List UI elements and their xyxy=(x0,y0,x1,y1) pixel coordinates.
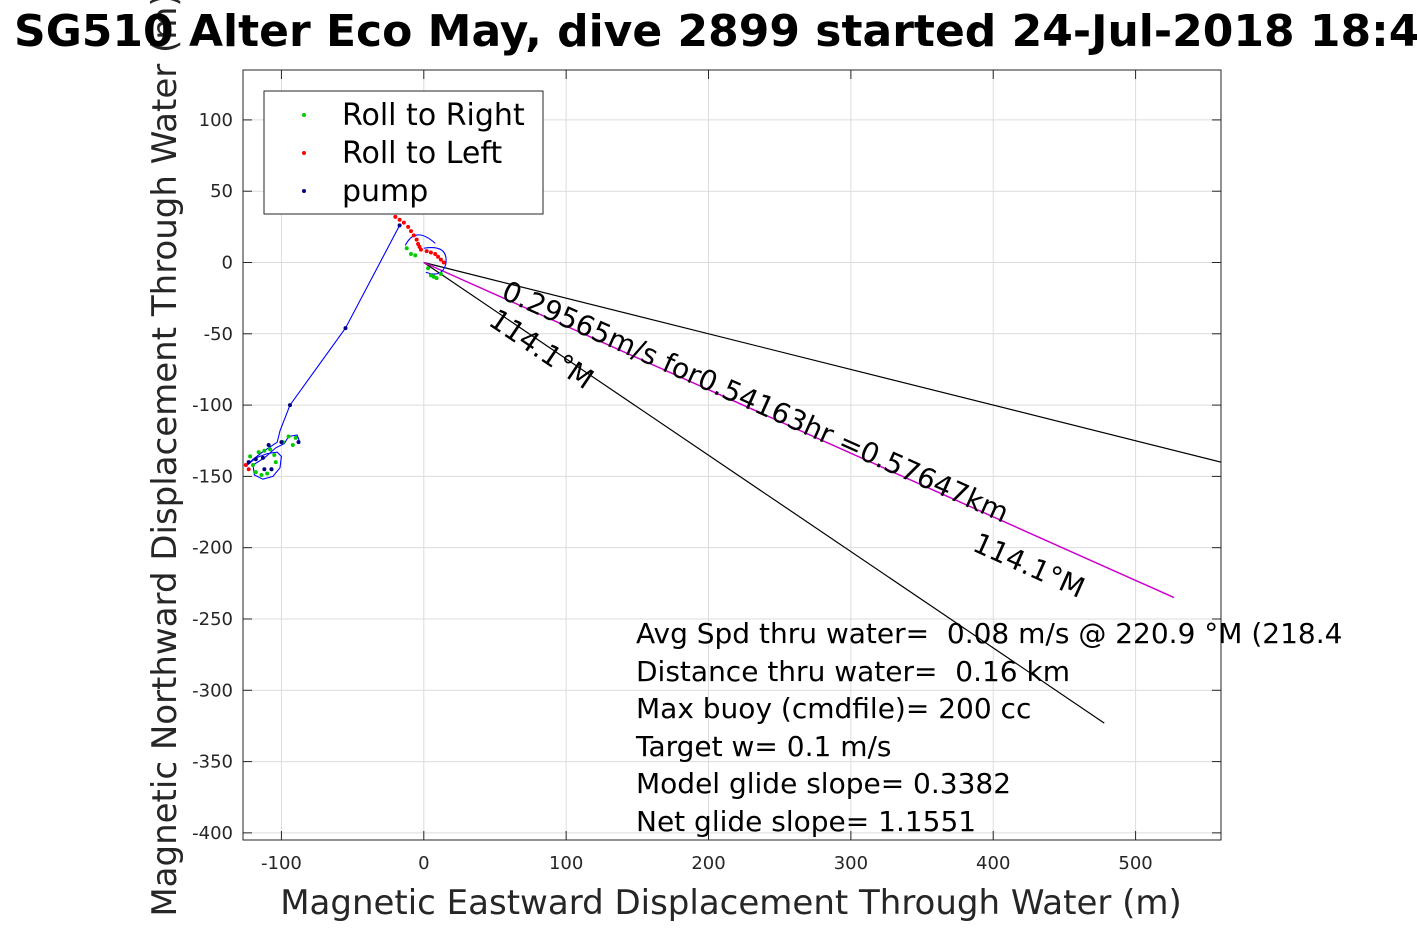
roll-left-point xyxy=(393,214,398,219)
axes-box xyxy=(242,69,1222,841)
pump-point xyxy=(397,223,402,228)
roll-right-point xyxy=(253,470,258,475)
pump-point xyxy=(262,467,267,472)
roll-left-point xyxy=(436,254,441,259)
roll-left-point xyxy=(408,229,413,234)
legend-marker-pump xyxy=(302,189,306,193)
roll-right-point xyxy=(438,271,443,276)
y-tick-label: -350 xyxy=(192,752,233,773)
axis-ticks: -100 0 100 200 300 400 500100500-50-100-150-20… xyxy=(192,70,1221,874)
pump-point xyxy=(343,326,348,331)
legend-label-pump: pump xyxy=(342,174,428,209)
pump-point xyxy=(260,455,265,460)
track-loop xyxy=(423,247,447,275)
roll-left-point xyxy=(243,462,248,467)
roll-right-point xyxy=(408,251,413,256)
y-axis-label: Magnetic Northward Displacement Through … xyxy=(145,0,185,917)
roll-left-point xyxy=(438,257,443,262)
y-tick-label: -50 xyxy=(204,324,233,345)
roll-right-point xyxy=(272,453,277,457)
y-tick-label: -250 xyxy=(192,609,233,630)
pump-point xyxy=(279,440,284,445)
y-tick-label: 0 xyxy=(222,253,233,274)
y-tick-label: -200 xyxy=(192,538,233,559)
roll-right-point xyxy=(262,448,267,453)
pump-point xyxy=(253,457,258,462)
roll-left-point xyxy=(428,250,433,255)
roll-right-point xyxy=(265,471,270,476)
roll-left-point xyxy=(406,224,411,229)
roll-right-point xyxy=(290,443,295,448)
roll-left-point xyxy=(411,233,416,238)
roll-right-point xyxy=(259,472,264,477)
x-tick-label: 0 xyxy=(418,853,429,874)
roll-right-point xyxy=(286,434,291,439)
legend-marker-roll-right xyxy=(302,113,306,117)
y-tick-label: 100 xyxy=(199,110,233,131)
legend: Roll to Right Roll to Left pump xyxy=(263,90,544,215)
x-tick-label: -100 xyxy=(261,853,302,874)
roll-left-point xyxy=(414,237,419,242)
stat-distance: Distance thru water= 0.16 km xyxy=(636,655,1070,688)
stat-net-glide-slope: Net glide slope= 1.1551 xyxy=(636,805,976,838)
roll-right-point xyxy=(250,462,255,467)
pump-point xyxy=(296,440,301,445)
pump-point xyxy=(287,403,292,408)
y-tick-label: -150 xyxy=(192,466,233,487)
roll-right-point xyxy=(248,454,253,459)
x-tick-label: 300 xyxy=(834,853,868,874)
roll-left-point xyxy=(433,251,438,256)
roll-right-point xyxy=(413,253,418,258)
x-tick-label: 400 xyxy=(976,853,1010,874)
legend-box xyxy=(263,90,544,215)
roll-left-point xyxy=(441,260,446,265)
roll-right-point xyxy=(273,460,278,465)
stat-model-glide-slope: Model glide slope= 0.3382 xyxy=(636,767,1011,800)
roll-left-point xyxy=(246,467,251,472)
x-tick-label: 500 xyxy=(1118,853,1152,874)
x-axis-label: Magnetic Eastward Displacement Through W… xyxy=(280,883,1182,923)
stat-avg-speed: Avg Spd thru water= 0.08 m/s @ 220.9 °M … xyxy=(636,617,1342,650)
heading-wedge-line xyxy=(423,261,1221,463)
stat-max-buoy: Max buoy (cmdfile)= 200 cc xyxy=(636,692,1031,725)
track-loop xyxy=(404,234,436,246)
current-vector-line xyxy=(423,261,1175,599)
heading-wedge-line xyxy=(423,262,1105,724)
legend-label-roll-left: Roll to Left xyxy=(342,136,502,171)
stats-block: Avg Spd thru water= 0.08 m/s @ 220.9 °M … xyxy=(635,617,1342,838)
pump-point xyxy=(269,467,274,472)
y-tick-label: -100 xyxy=(192,395,233,416)
roll-left-point xyxy=(418,247,423,252)
roll-right-point xyxy=(293,435,298,440)
legend-marker-roll-left xyxy=(302,151,306,155)
x-tick-label: 100 xyxy=(549,853,583,874)
stat-target-w: Target w= 0.1 m/s xyxy=(635,730,892,763)
legend-label-roll-right: Roll to Right xyxy=(342,98,525,133)
track-line xyxy=(245,225,401,480)
y-tick-label: -300 xyxy=(192,680,233,701)
roll-left-point xyxy=(424,249,429,254)
roll-left-point xyxy=(401,220,406,225)
roll-right-point xyxy=(404,246,409,251)
data-layer xyxy=(243,214,1221,724)
roll-left-point xyxy=(397,217,402,222)
y-tick-label: -400 xyxy=(192,823,233,844)
pump-point xyxy=(246,460,251,465)
pump-point xyxy=(266,443,271,448)
y-tick-label: 50 xyxy=(210,181,233,202)
x-tick-label: 200 xyxy=(691,853,725,874)
roll-right-point xyxy=(431,274,436,279)
roll-right-point xyxy=(268,447,273,452)
chart-title: SG510 Alter Eco May, dive 2899 started 2… xyxy=(14,6,1417,57)
roll-right-point xyxy=(426,266,431,271)
roll-right-point xyxy=(256,450,261,455)
